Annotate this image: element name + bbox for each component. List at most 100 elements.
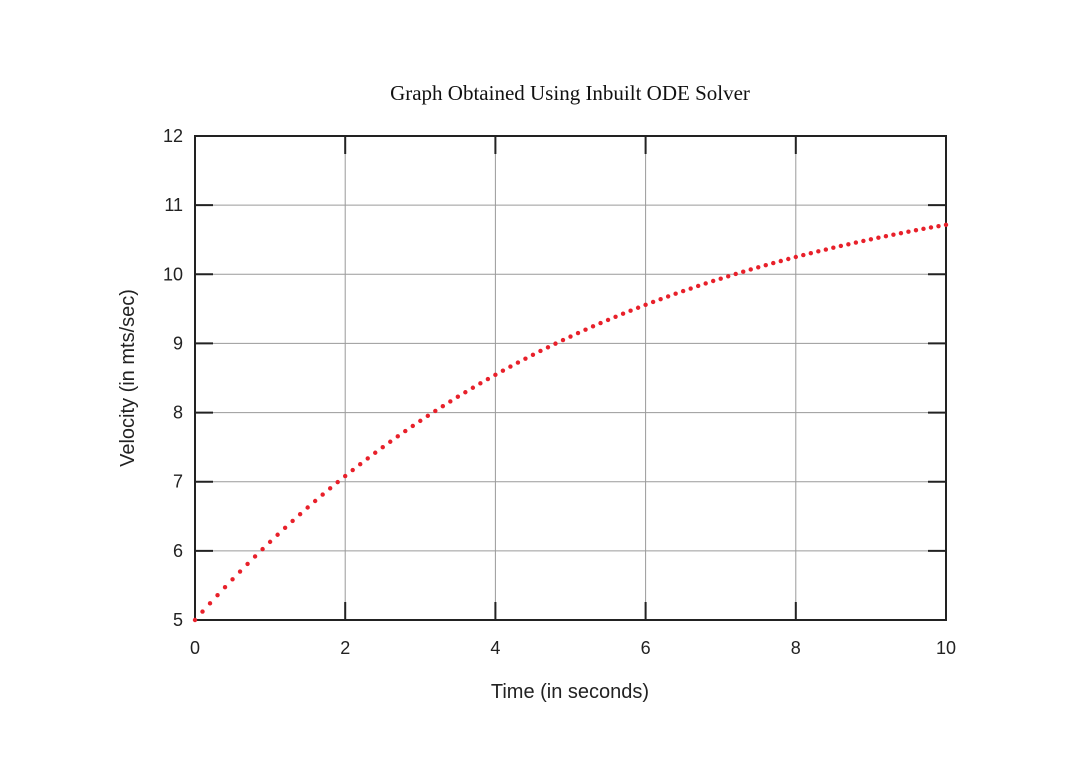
data-point [808, 250, 814, 256]
data-point [650, 299, 656, 305]
data-point [538, 348, 543, 354]
data-point [748, 267, 753, 272]
data-point [733, 271, 738, 277]
data-point [485, 376, 491, 382]
y-tick-label-10: 10 [163, 264, 183, 284]
data-point [583, 327, 588, 332]
x-tick-label-6: 6 [641, 638, 651, 658]
data-point [861, 238, 866, 244]
data-point [440, 403, 446, 409]
data-point [252, 554, 258, 559]
plot-frame [194, 135, 947, 621]
data-point [470, 385, 476, 390]
data-point [823, 247, 829, 252]
data-point [530, 352, 536, 357]
data-point [695, 283, 701, 289]
data-point [590, 324, 596, 329]
data-point [245, 561, 250, 567]
data-point [260, 546, 265, 552]
y-tick-label-8: 8 [173, 403, 183, 423]
data-point [297, 511, 303, 517]
x-tick-label-10: 10 [936, 638, 956, 658]
data-point [853, 240, 859, 245]
data-point [290, 518, 295, 524]
data-point [425, 413, 431, 419]
data-point [575, 330, 581, 336]
data-point [838, 243, 844, 249]
data-point [620, 311, 626, 316]
data-point [756, 265, 761, 270]
data-point [673, 291, 678, 296]
grid [195, 136, 946, 620]
data-point [463, 390, 468, 395]
y-axis-ticks: 5 6 7 8 9 10 11 12 [163, 126, 946, 630]
data-point [320, 492, 325, 497]
data-point [703, 281, 708, 286]
data-point [883, 233, 889, 239]
x-tick-label-4: 4 [490, 638, 500, 658]
data-point [380, 445, 385, 450]
data-point [726, 274, 731, 279]
data-point [643, 302, 648, 308]
data-point [523, 356, 528, 361]
data-point [433, 408, 438, 414]
data-point [876, 235, 881, 240]
data-point [771, 260, 776, 266]
data-point [568, 334, 573, 339]
data-point [275, 532, 280, 537]
data-point [658, 296, 663, 302]
data-point [898, 230, 904, 236]
data-point [200, 609, 205, 614]
data-point [312, 498, 318, 504]
data-point [207, 601, 213, 606]
data-point [943, 222, 949, 228]
data-point [395, 434, 400, 439]
data-point [478, 381, 483, 386]
data-point [628, 308, 633, 313]
data-point [192, 617, 198, 623]
data-point [793, 254, 798, 260]
data-point [545, 345, 551, 350]
chart-title: Graph Obtained Using Inbuilt ODE Solver [390, 81, 750, 105]
x-tick-label-2: 2 [340, 638, 350, 658]
data-point [936, 223, 941, 229]
x-axis-ticks: 0 2 4 6 8 10 [190, 136, 956, 658]
data-point [913, 228, 919, 233]
data-point [403, 428, 408, 434]
data-point [928, 225, 934, 230]
data-point [688, 286, 693, 291]
data-point [237, 569, 243, 574]
x-tick-label-8: 8 [791, 638, 801, 658]
data-point [710, 278, 716, 284]
data-point [846, 242, 851, 247]
data-point [448, 399, 453, 404]
data-point [560, 337, 566, 343]
y-tick-label-11: 11 [164, 195, 183, 215]
data-point [335, 479, 340, 485]
x-axis-label: Time (in seconds) [491, 681, 649, 703]
data-point [831, 245, 836, 250]
data-point [598, 320, 603, 326]
data-point [665, 294, 671, 299]
data-point [635, 305, 641, 310]
data-point [891, 232, 896, 237]
data-point [410, 423, 415, 429]
data-point [680, 288, 686, 294]
data-point [418, 418, 423, 424]
data-point [786, 256, 791, 262]
y-tick-label-9: 9 [173, 333, 183, 353]
data-point [493, 372, 498, 378]
data-point [906, 229, 911, 234]
data-point [388, 439, 393, 444]
data-point [282, 525, 288, 530]
data-point [455, 394, 461, 399]
data-point [553, 341, 558, 346]
y-tick-label-12: 12 [163, 126, 183, 146]
data-point [816, 249, 821, 254]
x-tick-label-0: 0 [190, 638, 200, 658]
data-point [741, 269, 746, 274]
data-point [373, 450, 378, 455]
data-point [718, 276, 723, 281]
